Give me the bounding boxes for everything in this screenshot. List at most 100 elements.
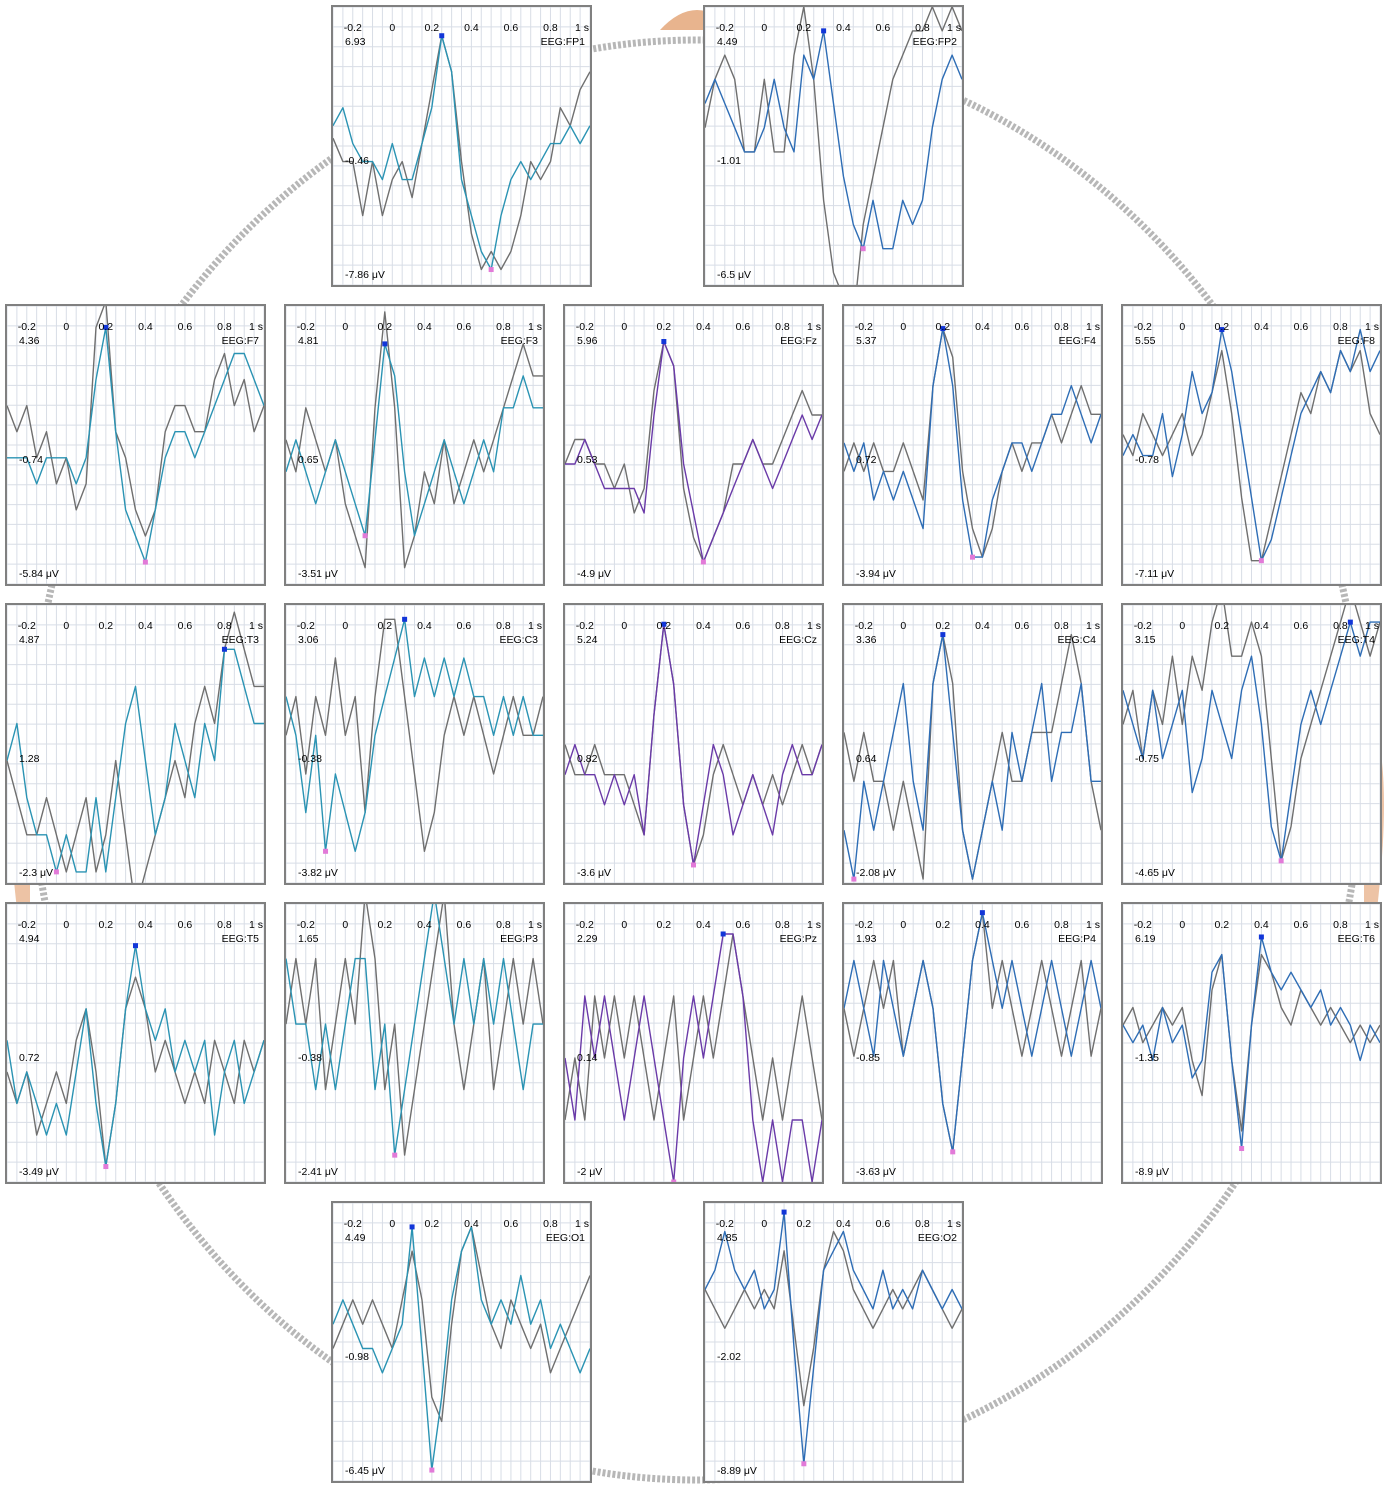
x-tick-label: 0.8: [217, 321, 232, 333]
x-tick-label: 0: [900, 919, 907, 931]
y-min-label: -7.11 μV: [1135, 568, 1175, 580]
y-mid-label: 0.72: [19, 1052, 40, 1064]
x-tick-label: -0.2: [343, 1218, 362, 1230]
x-tick-label: 0.2: [1214, 321, 1230, 333]
y-max-label: 5.96: [577, 335, 598, 347]
x-tick-label: 0.4: [138, 919, 153, 931]
marker-peak: [382, 341, 388, 347]
y-min-label: -3.49 μV: [19, 1166, 59, 1178]
channel-plot-o1: [333, 1203, 590, 1481]
x-tick-label: 0.6: [875, 22, 891, 34]
y-mid-label: -1.35: [1135, 1052, 1159, 1064]
x-tick-label: 0.8: [543, 1218, 558, 1230]
marker-peak: [221, 646, 227, 652]
y-min-label: -2.3 μV: [19, 867, 54, 879]
x-tick-label: 0.2: [424, 22, 440, 34]
x-tick-label: 0.2: [98, 919, 114, 931]
gray-trace-fz: [565, 340, 822, 563]
marker-trough: [1258, 558, 1264, 564]
x-tick-label: 0.2: [935, 919, 951, 931]
color-trace-f7: [7, 326, 264, 563]
x-tick-label: 0: [63, 620, 70, 632]
y-max-label: 4.87: [19, 634, 40, 646]
channel-panel-o1: -0.2 0 0.2 0.4 0.6 0.8 1 s 4.49 -0.98 -6.45 μV EEG…: [331, 1201, 592, 1483]
y-max-label: 3.36: [856, 634, 877, 646]
channel-panel-f4: -0.2 0 0.2 0.4 0.6 0.8 1 s 5.37 0.72 -3.94 μV EEG:…: [842, 304, 1103, 586]
channel-plot-cz: [565, 605, 822, 883]
y-mid-label: 0.72: [856, 454, 877, 466]
x-tick-label: 0.4: [464, 1218, 479, 1230]
x-tick-label: 0: [1179, 919, 1186, 931]
x-tick-label: -0.2: [1133, 321, 1152, 333]
y-mid-label: 0.64: [856, 753, 877, 765]
x-tick-label: 1 s: [946, 22, 962, 34]
channel-plot-c3: [286, 605, 543, 883]
color-trace-f8: [1123, 328, 1380, 562]
x-tick-label: -0.2: [575, 620, 594, 632]
x-tick-label: 1 s: [248, 919, 264, 931]
x-tick-label: 1 s: [574, 1218, 590, 1230]
channel-panel-f8: -0.2 0 0.2 0.4 0.6 0.8 1 s 5.55 -0.78 -7.11 μV EEG…: [1121, 304, 1382, 586]
channel-plot-fp2: [705, 7, 962, 285]
gray-trace-c3: [286, 618, 543, 853]
channel-name-label: EEG:T4: [1337, 634, 1375, 646]
x-tick-label: 0: [900, 321, 907, 333]
x-tick-label: 0.8: [915, 1218, 930, 1230]
x-tick-label: 0.2: [1214, 919, 1230, 931]
color-trace-pz: [565, 933, 822, 1182]
channel-name-label: EEG:T6: [1337, 933, 1375, 945]
channel-panel-fp2: -0.2 0 0.2 0.4 0.6 0.8 1 s 4.49 -1.01 -6.5 μV EEG:…: [703, 5, 964, 287]
color-trace-t3: [7, 648, 264, 873]
x-tick-label: 0: [761, 1218, 768, 1230]
x-tick-label: 0.8: [1333, 321, 1348, 333]
x-tick-label: 0.2: [656, 321, 672, 333]
y-min-label: -2.41 μV: [298, 1166, 338, 1178]
gray-trace-pz: [565, 933, 822, 1121]
x-tick-label: 0.2: [656, 620, 672, 632]
x-tick-label: 0.2: [796, 1218, 812, 1230]
channel-name-label: EEG:FP2: [912, 36, 957, 48]
channel-plot-p4: [844, 904, 1101, 1182]
y-mid-label: -1.01: [717, 155, 741, 167]
x-tick-label: 0.6: [1014, 321, 1030, 333]
x-tick-label: 0.2: [377, 620, 393, 632]
x-tick-label: 1 s: [248, 620, 264, 632]
color-trace-o2: [705, 1211, 962, 1465]
y-max-label: 6.93: [345, 36, 366, 48]
marker-peak: [402, 616, 408, 622]
x-tick-label: 0: [761, 22, 768, 34]
gray-trace-fp1: [333, 35, 590, 271]
y-max-label: 3.15: [1135, 634, 1156, 646]
y-mid-label: -0.85: [856, 1052, 880, 1064]
x-tick-label: 0.6: [503, 22, 519, 34]
x-tick-label: 0.6: [1014, 919, 1030, 931]
channel-plot-f3: [286, 306, 543, 584]
x-tick-label: 0.4: [138, 620, 153, 632]
x-tick-label: 0.8: [915, 22, 930, 34]
gray-trace-o2: [705, 1230, 962, 1407]
x-tick-label: 1 s: [1364, 919, 1380, 931]
x-tick-label: -0.2: [17, 321, 36, 333]
marker-peak: [720, 931, 726, 937]
channel-plot-f7: [7, 306, 264, 584]
channel-panel-cz: -0.2 0 0.2 0.4 0.6 0.8 1 s 5.24 0.82 -3.6 μV EEG:C…: [563, 603, 824, 885]
channel-panel-t4: -0.2 0 0.2 0.4 0.6 0.8 1 s 3.15 -0.75 -4.65 μV EEG…: [1121, 603, 1382, 885]
x-tick-label: 0: [63, 321, 70, 333]
y-max-label: 4.49: [717, 36, 738, 48]
y-min-label: -3.6 μV: [577, 867, 612, 879]
x-tick-label: 0.4: [696, 321, 711, 333]
channel-panel-t5: -0.2 0 0.2 0.4 0.6 0.8 1 s 4.94 0.72 -3.49 μV EEG:…: [5, 902, 266, 1184]
gray-trace-t4: [1123, 605, 1380, 862]
x-tick-label: 0.2: [424, 1218, 440, 1230]
y-min-label: -2.08 μV: [856, 867, 896, 879]
y-max-label: 6.19: [1135, 933, 1156, 945]
x-tick-label: 0.4: [1254, 321, 1269, 333]
y-min-label: -8.89 μV: [717, 1465, 757, 1477]
x-tick-label: 0.8: [1054, 919, 1069, 931]
color-trace-p4: [844, 911, 1101, 1153]
x-tick-label: 0.2: [98, 620, 114, 632]
x-tick-label: 0: [342, 620, 349, 632]
x-tick-label: 0.2: [796, 22, 812, 34]
color-trace-fz: [565, 340, 822, 563]
channel-name-label: EEG:T5: [221, 933, 259, 945]
